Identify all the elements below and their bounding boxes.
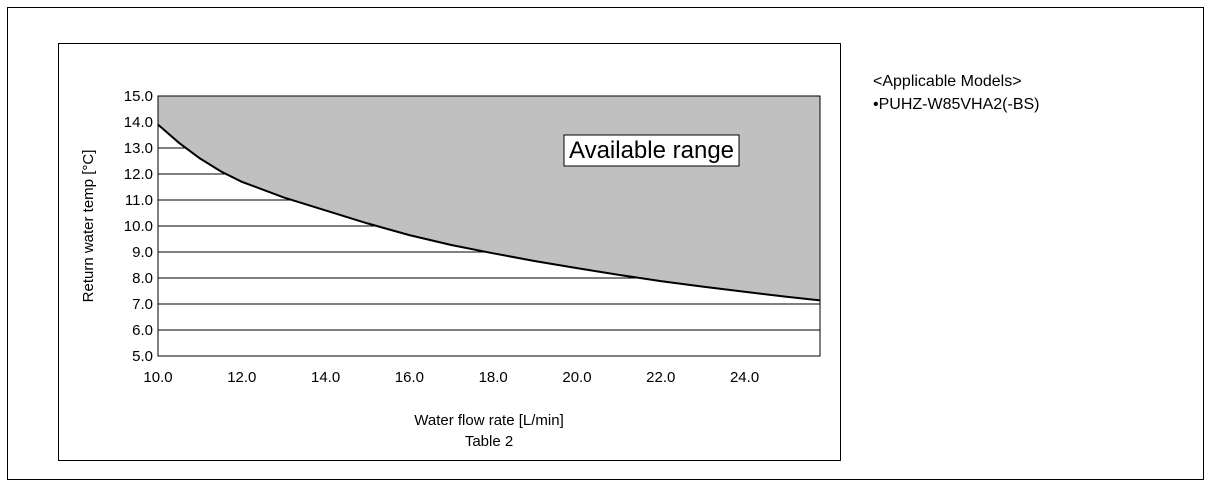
x-tick-label: 20.0 (562, 369, 591, 386)
models-heading: <Applicable Models> (873, 73, 1022, 90)
x-tick-label: 18.0 (479, 369, 508, 386)
y-tick-label: 5.0 (132, 348, 153, 365)
y-tick-label: 10.0 (124, 218, 153, 235)
outer-frame (7, 7, 1204, 480)
chart-frame: 5.0 6.0 7.0 8.0 9.0 10.0 11.0 12.0 13.0 14.0 15.0 … (58, 43, 841, 461)
x-tick-label: 16.0 (395, 369, 424, 386)
model-item: •PUHZ-W85VHA2(-BS) (873, 96, 1040, 113)
y-tick-label: 14.0 (124, 114, 153, 131)
annotation-label: Available range (569, 137, 734, 164)
y-tick-label: 11.0 (125, 192, 153, 209)
y-tick-label: 6.0 (132, 322, 153, 339)
x-tick-label: 14.0 (311, 369, 340, 386)
chart-caption: Table 2 (465, 433, 513, 450)
x-tick-label: 22.0 (646, 369, 675, 386)
applicable-models: <Applicable Models> •PUHZ-W85VHA2(-BS) (873, 70, 1040, 116)
x-tick-label: 24.0 (730, 369, 759, 386)
y-tick-label: 8.0 (132, 270, 153, 287)
x-tick-label: 12.0 (227, 369, 256, 386)
y-tick-label: 15.0 (124, 88, 153, 105)
x-axis-label: Water flow rate [L/min] (414, 412, 564, 429)
y-tick-label: 7.0 (132, 296, 153, 313)
boundary-line (157, 123, 821, 302)
chart: 5.06.07.08.09.010.011.012.013.014.015.0 … (80, 88, 821, 450)
y-tick-label: 12.0 (124, 166, 153, 183)
y-axis-label: Return water temp [°C] (80, 150, 97, 303)
annotation-box (563, 134, 740, 167)
plot-area (157, 95, 821, 357)
available-range-area (158, 96, 820, 301)
y-tick-label: 13.0 (124, 140, 153, 157)
x-tick-label: 10.0 (143, 369, 172, 386)
y-tick-label: 9.0 (132, 244, 153, 261)
